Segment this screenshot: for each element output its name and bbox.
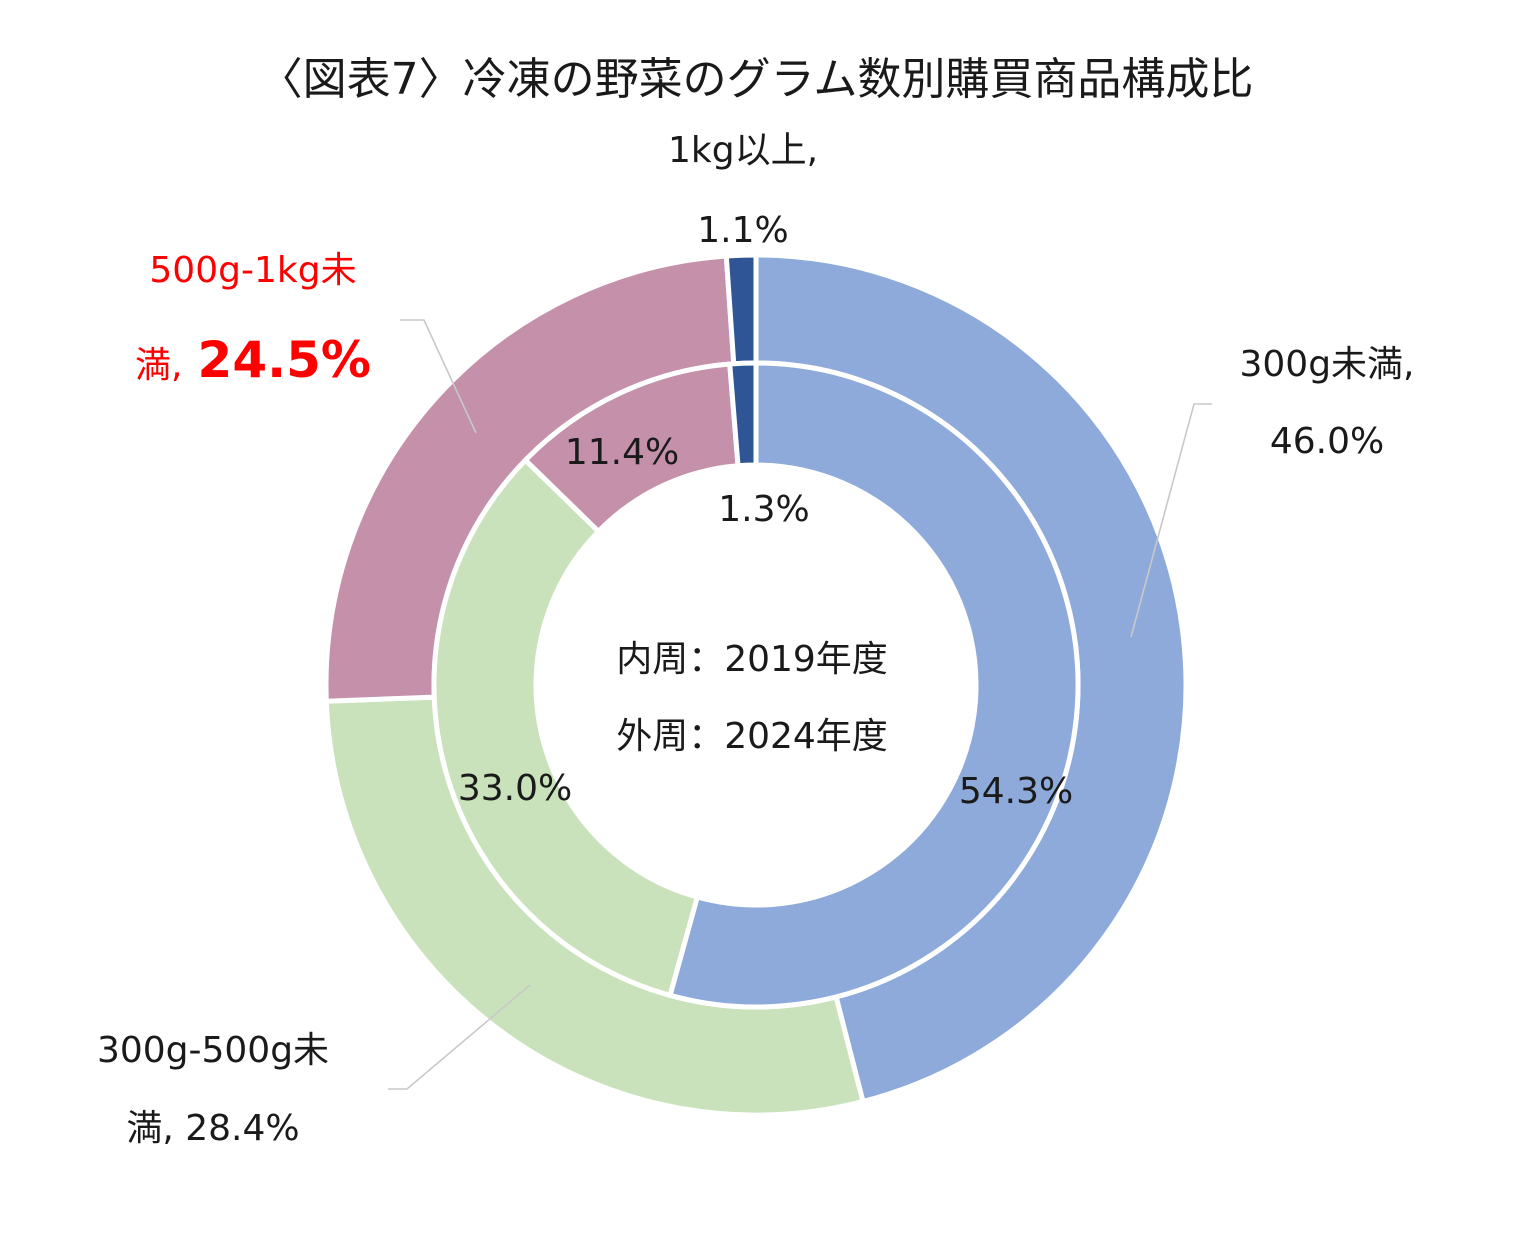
inner-label-under-300g: 54.3%	[959, 771, 1073, 812]
inner-label-300-500g: 33.0%	[458, 768, 572, 809]
inner-label-500g-1kg: 11.4%	[565, 432, 679, 473]
outer-label-over-1kg-value: 1.1%	[697, 210, 788, 251]
leader-line-under-300g	[1130, 403, 1212, 638]
inner-slice-over-1kg	[727, 360, 759, 469]
outer-label-under-300g-value: 46.0%	[1270, 421, 1384, 462]
outer-label-under-300g-name: 300g未満,	[1239, 344, 1414, 385]
center-text-outer: 外周：2024年度	[616, 716, 888, 757]
center-text-inner: 内周：2019年度	[616, 639, 888, 680]
leader-line-300-500g	[388, 984, 531, 1090]
inner-slice-300-500g	[431, 456, 701, 999]
outer-label-300-500g-name: 300g-500g未	[97, 1030, 329, 1071]
outer-label-300-500g-value: 満, 28.4%	[126, 1108, 299, 1149]
outer-label-over-1kg-name: 1kg以上,	[668, 130, 818, 171]
outer-label-500g-1kg-prefix: 満,	[135, 345, 182, 386]
outer-label-500g-1kg-value: 24.5%	[198, 331, 371, 389]
inner-slice-under-300g	[666, 360, 1081, 1010]
outer-slice-over-1kg	[723, 252, 759, 367]
outer-label-500g-1kg-name: 500g-1kg未	[149, 250, 356, 291]
inner-label-over-1kg: 1.3%	[718, 489, 809, 530]
leader-line-500g-1kg	[400, 319, 477, 434]
chart-title: 〈図表7〉冷凍の野菜のグラム数別購買商品構成比	[259, 54, 1254, 105]
inner-ring-2019	[431, 360, 1081, 1010]
outer-label-500g-1kg-line2: 満, 24.5%	[135, 331, 371, 389]
